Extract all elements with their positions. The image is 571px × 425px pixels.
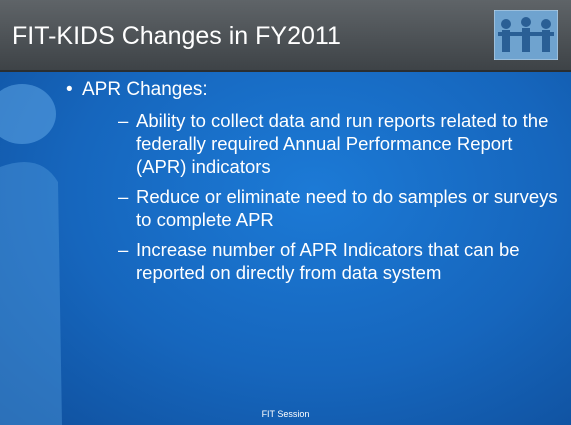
footer: FIT Session xyxy=(0,409,571,419)
sub-bullet: Reduce or eliminate need to do samples o… xyxy=(66,185,561,231)
sub-bullet: Increase number of APR Indicators that c… xyxy=(66,238,561,284)
logo-icon xyxy=(494,10,558,60)
bullet: APR Changes: xyxy=(66,78,561,102)
slide-title: FIT-KIDS Changes in FY2011 xyxy=(12,22,341,51)
title-bar: FIT-KIDS Changes in FY2011 xyxy=(0,0,571,72)
sub-bullet: Ability to collect data and run reports … xyxy=(66,109,561,178)
content: APR Changes: Ability to collect data and … xyxy=(66,74,561,284)
slide: FIT-KIDS Changes in FY2011 APR Changes:A… xyxy=(0,0,571,425)
